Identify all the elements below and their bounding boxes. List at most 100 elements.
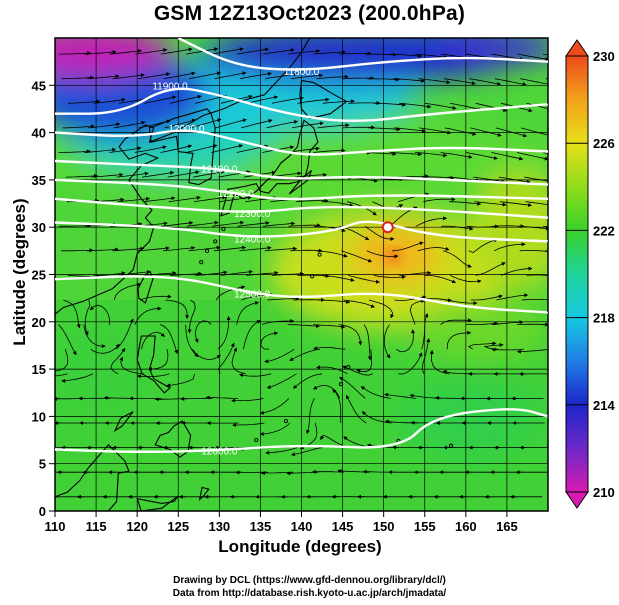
contour-label: 12500.0: [234, 289, 271, 300]
coastline: [288, 169, 312, 195]
streamline: [525, 201, 548, 206]
x-axis-label: Longitude (degrees): [218, 537, 382, 556]
y-tick-label: 20: [32, 315, 46, 330]
streamline: [521, 299, 548, 301]
streamline: [441, 225, 474, 231]
colorbar-tick-label: 214: [593, 398, 615, 413]
streamline: [62, 124, 95, 129]
streamline: [470, 294, 503, 301]
streamline: [163, 71, 196, 80]
height-contour: [55, 178, 548, 201]
streamline: [363, 324, 372, 361]
island: [317, 252, 322, 257]
streamline: [86, 247, 119, 252]
streamline: [91, 172, 124, 178]
streamline: [321, 201, 354, 208]
coastline: [55, 443, 130, 511]
streamline: [117, 196, 150, 203]
streamline: [393, 127, 426, 133]
x-tick-label: 145: [332, 519, 354, 534]
streamline: [237, 47, 270, 55]
streamline: [313, 385, 341, 399]
streamline: [339, 376, 366, 399]
streamline: [161, 221, 194, 227]
streamline: [399, 270, 432, 276]
streamline: [211, 47, 244, 55]
streamline: [368, 127, 401, 132]
streamline: [109, 146, 142, 153]
contour-label: 12200.0: [218, 189, 255, 200]
streamline: [143, 196, 176, 203]
streamline: [239, 373, 272, 378]
streamline: [138, 72, 171, 80]
streamline: [322, 275, 355, 282]
x-tick-label: 125: [167, 519, 189, 534]
streamline: [163, 245, 196, 252]
streamline: [364, 52, 397, 57]
streamline: [415, 216, 448, 227]
streamline: [398, 352, 423, 375]
streamline: [119, 356, 144, 375]
streamline: [93, 97, 126, 104]
streamline: [215, 285, 246, 301]
streamline: [449, 275, 482, 284]
streamline: [287, 146, 320, 153]
streamline: [418, 78, 451, 85]
streamline: [445, 299, 478, 306]
streamline: [265, 72, 298, 80]
height-contour: [55, 197, 548, 219]
x-tick-label: 165: [496, 519, 518, 534]
streamline: [341, 250, 373, 263]
coastline: [136, 335, 171, 394]
streamline: [421, 338, 431, 374]
height-contours: 11800.0 11900.0 12000.0 12100.0 12200.0 12300…: [55, 38, 548, 457]
contour-label: 11800.0: [284, 67, 320, 78]
streamline: [499, 201, 533, 207]
colorbar: 210 214 218 222 226 230: [565, 39, 615, 509]
streamline: [61, 75, 95, 80]
streamline: [491, 320, 524, 325]
streamline: [466, 152, 498, 160]
streamline: [473, 176, 506, 184]
streamline: [88, 122, 121, 129]
streamline: [231, 398, 264, 403]
streamline: [58, 51, 92, 56]
streamline: [194, 320, 212, 343]
streamline: [373, 275, 406, 280]
streamline: [496, 293, 529, 301]
streamline: [440, 318, 472, 325]
streamline: [239, 246, 272, 252]
streamline: [240, 118, 273, 129]
streamline: [139, 294, 172, 301]
credit-data-source: Data from http://database.rish.kyoto-u.a…: [172, 588, 447, 599]
streamline: [87, 74, 120, 80]
streamline: [188, 245, 221, 252]
streamline: [287, 324, 320, 329]
island: [338, 382, 343, 387]
colorbar-max-triangle: [565, 39, 589, 57]
contour-label: 12400.0: [234, 235, 271, 246]
streamline: [297, 97, 330, 104]
streamline: [422, 175, 455, 180]
streamline: [231, 347, 246, 375]
height-contour: [55, 408, 548, 453]
streamline: [237, 221, 270, 227]
streamline: [83, 324, 106, 349]
streamline: [516, 152, 548, 161]
island: [254, 437, 259, 443]
streamline: [189, 118, 222, 129]
streamline: [260, 331, 279, 350]
streamline: [246, 270, 279, 276]
streamline: [211, 144, 244, 153]
streamline: [494, 78, 527, 87]
streamline: [212, 220, 245, 227]
streamline: [343, 299, 376, 308]
x-tick-label: 110: [45, 519, 66, 534]
streamline: [294, 172, 328, 178]
streamline: [313, 148, 346, 153]
streamline: [290, 73, 324, 80]
contour-label: 12100.0: [201, 165, 238, 176]
streamline: [139, 119, 171, 129]
streamline: [341, 76, 375, 81]
streamline: [137, 246, 170, 252]
